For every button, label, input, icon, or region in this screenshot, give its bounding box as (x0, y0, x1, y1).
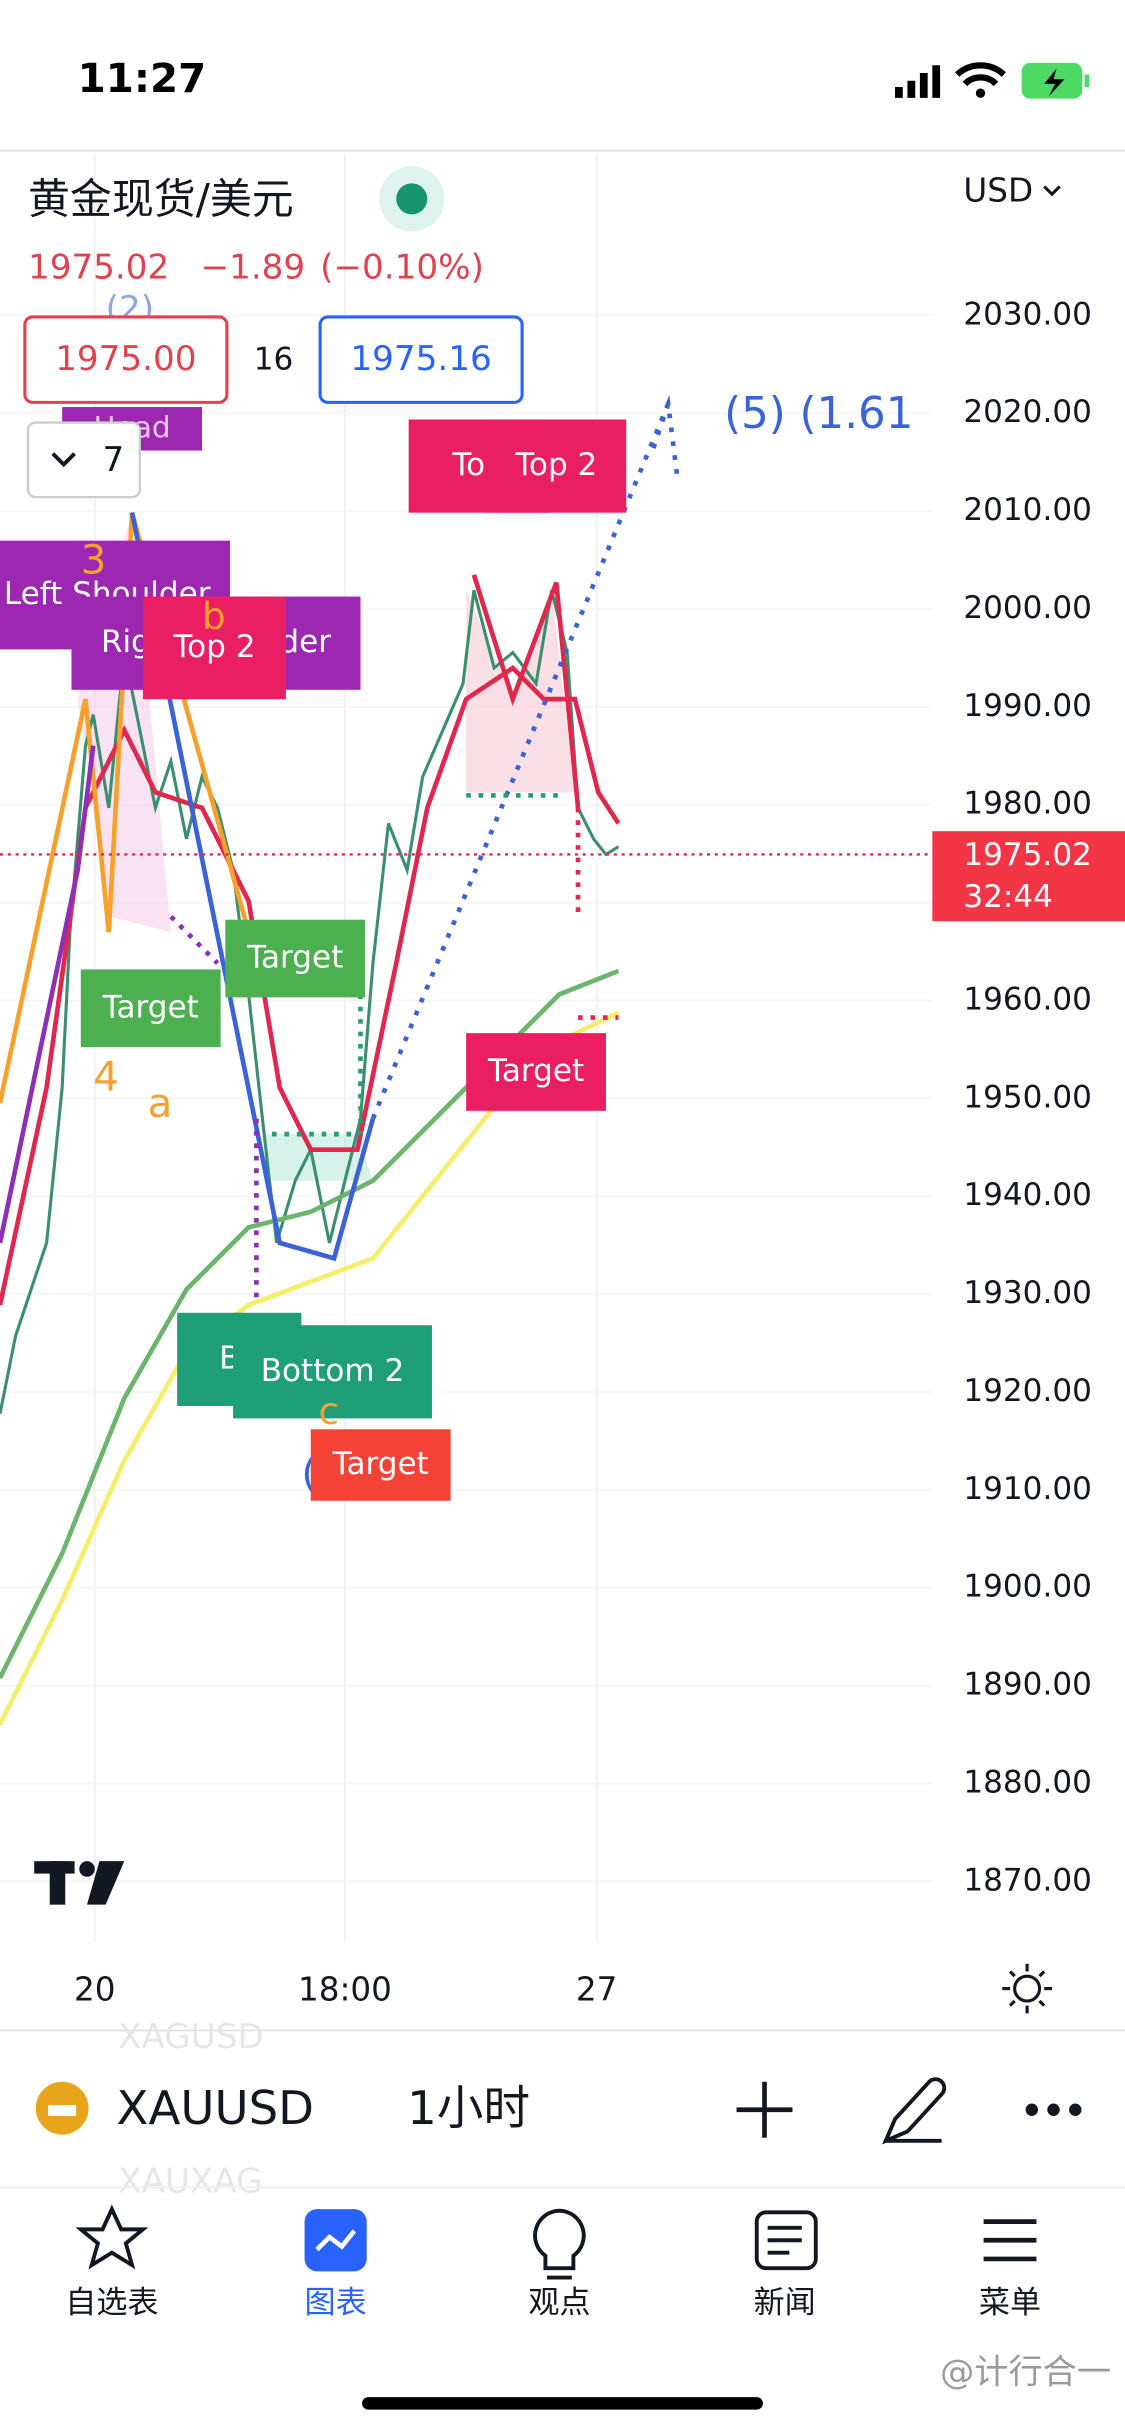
interval[interactable]: 1小时 (407, 2081, 530, 2135)
chart-icon-line (315, 2229, 357, 2252)
annotation-box (225, 919, 366, 998)
price-axis-label: 2020.00 (963, 394, 1091, 430)
nav-bar: 自选表 图表 观点 新闻 菜单 (65, 2285, 1041, 2321)
annotation-label: 3 (81, 536, 107, 583)
price-axis-label: 2010.00 (963, 492, 1091, 528)
price-axis-label: 1910.00 (963, 1471, 1091, 1507)
prev-symbol: XAGUSD (118, 2017, 264, 2057)
annotation-box (142, 596, 286, 700)
bid-price[interactable]: 1975.00 (55, 339, 196, 379)
symbol-icon-bar (48, 2105, 77, 2116)
price-axis-label: 1950.00 (963, 1079, 1091, 1115)
chevron (1043, 185, 1061, 197)
last-price: 1975.02 (28, 247, 169, 287)
price-change: −1.89 (200, 247, 305, 287)
home-indicator (362, 2397, 763, 2410)
chevron (51, 452, 76, 468)
annotation-label: Target (102, 989, 199, 1025)
news-icon-lines (767, 2225, 802, 2255)
time-axis-label: 27 (576, 1971, 618, 2009)
price-axis-label: 1940.00 (963, 1177, 1091, 1213)
annotation-label: Bottom 2 (261, 1353, 405, 1389)
nav-label[interactable]: 图表 (305, 2285, 367, 2321)
annotation-label: c (319, 1389, 340, 1433)
currency-bg (940, 163, 1125, 226)
annotation-label: a (148, 1080, 173, 1127)
current-price: 1975.02 (963, 837, 1091, 873)
time-axis-label: 20 (74, 1971, 116, 2009)
price-axis-label: 1880.00 (963, 1765, 1091, 1801)
status-time: 11:27 (78, 55, 207, 102)
indicators-toggle[interactable] (26, 421, 142, 499)
nav-label[interactable]: 新闻 (754, 2285, 816, 2321)
price-axis-label: 1930.00 (963, 1275, 1091, 1311)
time-axis: 20 18:00 27 (74, 1971, 617, 2009)
ideas-icon[interactable] (533, 2208, 586, 2280)
price-axis-label: 1920.00 (963, 1373, 1091, 1409)
add-button[interactable] (736, 2081, 793, 2138)
price-axis-label: 1900.00 (963, 1569, 1091, 1605)
annotation-label: 4 (93, 1054, 119, 1101)
menu-icon[interactable] (983, 2219, 1037, 2262)
price-axis-label: 1960.00 (963, 982, 1091, 1018)
spread: 16 (254, 341, 294, 377)
status-icons (895, 62, 1090, 99)
annotation-label: Target (246, 940, 343, 976)
price-change-percent: (−0.10%) (320, 247, 484, 287)
more-button[interactable] (1025, 2103, 1082, 2116)
current-price-tag (932, 831, 1125, 922)
next-symbol: XAUXAG (118, 2161, 262, 2201)
sell-button[interactable] (23, 315, 229, 404)
price-axis-label: 2030.00 (963, 296, 1091, 332)
bar-countdown: 32:44 (963, 879, 1053, 915)
price-axis-label: 2000.00 (963, 590, 1091, 626)
annotation-label: Top 2 (172, 629, 255, 665)
tradingview-logo (34, 1861, 125, 1905)
nav-label[interactable]: 菜单 (979, 2285, 1041, 2321)
annotation-box (466, 1033, 607, 1111)
indicators-count[interactable]: 7 (103, 440, 125, 480)
news-icon[interactable] (754, 2210, 818, 2271)
symbol[interactable]: XAUUSD (117, 2081, 315, 2135)
annotation-box (486, 419, 627, 513)
market-open-dot (396, 183, 428, 215)
nav-label[interactable]: 自选表 (65, 2285, 158, 2321)
watchlist-icon[interactable] (75, 2204, 149, 2270)
watermark: @计行合一 (940, 2352, 1111, 2392)
symbol-title: 黄金现货/美元 (28, 174, 294, 223)
price-axis-label: 1980.00 (963, 786, 1091, 822)
annotation-box (310, 1429, 451, 1501)
price-axis-label: 1870.00 (963, 1862, 1091, 1898)
draw-button[interactable] (882, 2077, 947, 2145)
annotation-label: (5) (1.61 (724, 389, 913, 439)
annotation-box (233, 1325, 432, 1419)
annotation-label: Target (332, 1446, 429, 1482)
settings-icon[interactable] (1002, 1963, 1052, 2014)
annotation-box (80, 969, 221, 1048)
currency-select[interactable]: USD (963, 172, 1033, 210)
annotation-label: b (202, 594, 226, 638)
ask-price[interactable]: 1975.16 (350, 339, 491, 379)
buy-button[interactable] (318, 315, 524, 404)
annotation-label: Top 2 (514, 447, 597, 483)
annotation-label: Target (487, 1053, 584, 1089)
price-axis-label: 1990.00 (963, 688, 1091, 724)
time-axis-label: 18:00 (298, 1971, 392, 2009)
nav-label[interactable]: 观点 (528, 2285, 590, 2321)
price-axis-label: 1890.00 (963, 1667, 1091, 1703)
